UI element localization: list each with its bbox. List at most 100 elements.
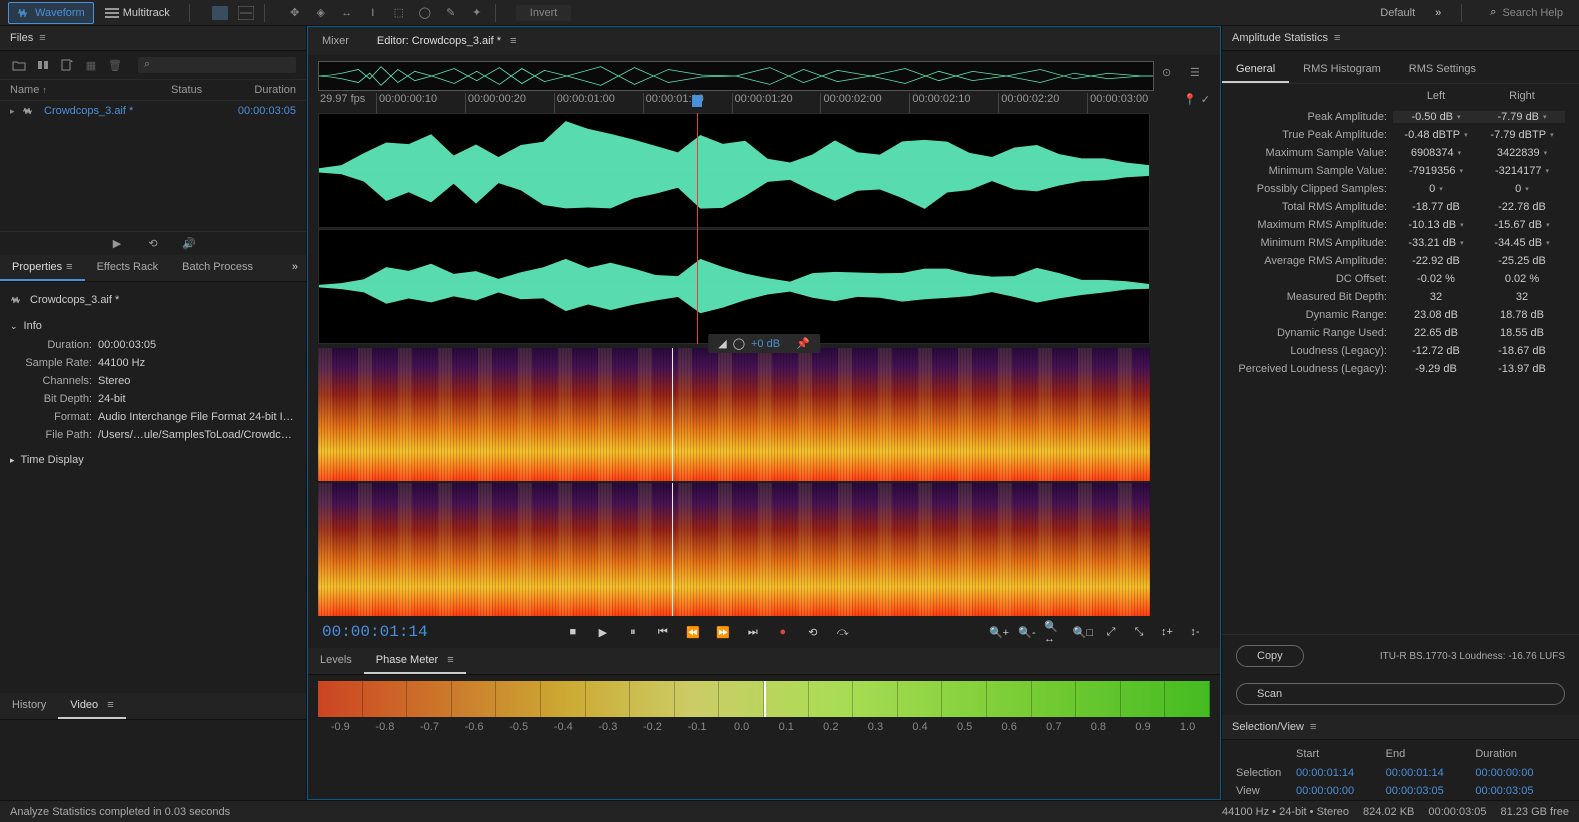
tab-video[interactable]: Video ≡ — [58, 693, 125, 719]
spectrogram-area[interactable]: Hz 5k 1k 500 100 Hz 5k 1k 500 100 — [318, 348, 1210, 616]
view-duration[interactable]: 00:00:03:05 — [1475, 785, 1565, 797]
tab-levels[interactable]: Levels — [308, 648, 364, 674]
dropdown-icon[interactable]: ▾ — [1546, 239, 1550, 247]
waveform-area[interactable]: dB -3 -6 -3 dB L dB -3 -6 -3 d — [318, 113, 1210, 344]
dropdown-icon[interactable]: ▾ — [1459, 167, 1463, 175]
zoom-out-amp-icon[interactable]: ↕- — [1184, 621, 1206, 643]
amp-value-right[interactable]: 0▾ — [1479, 183, 1565, 195]
panel-menu-icon[interactable]: ≡ — [510, 35, 516, 47]
view-end[interactable]: 00:00:03:05 — [1386, 785, 1476, 797]
amp-value-right[interactable]: -7.79 dB▾ — [1479, 111, 1565, 123]
knob-icon[interactable]: ◯ — [733, 337, 745, 350]
goto-end-button[interactable]: ⏭ — [742, 621, 764, 643]
play-preview-icon[interactable]: ▶ — [108, 236, 126, 252]
zoom-out-time-icon[interactable]: ⤡ — [1128, 621, 1150, 643]
selection-start[interactable]: 00:00:01:14 — [1296, 767, 1386, 779]
info-header[interactable]: ⌄Info — [10, 316, 296, 336]
new-multitrack-icon[interactable]: ▦ — [82, 57, 100, 73]
waveform-channel-left[interactable]: dB -3 -6 -3 dB L — [318, 113, 1150, 228]
spectral-pitch-icon[interactable] — [236, 3, 256, 23]
pause-button[interactable]: ⏸ — [622, 621, 644, 643]
move-tool-icon[interactable]: ✥ — [285, 3, 305, 23]
delete-icon[interactable]: 🗑 — [106, 57, 124, 73]
dropdown-icon[interactable]: ▾ — [1545, 167, 1549, 175]
invert-button[interactable]: Invert — [516, 5, 572, 21]
amp-value-right[interactable]: 18.78 dB — [1479, 309, 1565, 321]
tab-effects-rack[interactable]: Effects Rack — [85, 255, 171, 281]
forward-button[interactable]: ⏩ — [712, 621, 734, 643]
amp-value-right[interactable]: -13.97 dB — [1479, 363, 1565, 375]
amp-value-right[interactable]: 32 — [1479, 291, 1565, 303]
dropdown-icon[interactable]: ▾ — [1458, 149, 1462, 157]
selection-end[interactable]: 00:00:01:14 — [1386, 767, 1476, 779]
tab-mixer[interactable]: Mixer — [308, 31, 363, 51]
amp-value-left[interactable]: -10.13 dB▾ — [1393, 219, 1479, 231]
expand-icon[interactable]: ▸ — [10, 106, 22, 117]
stop-button[interactable]: ■ — [562, 621, 584, 643]
tab-history[interactable]: History — [0, 693, 58, 719]
timecode-display[interactable]: 00:00:01:14 — [322, 623, 428, 641]
amp-value-left[interactable]: -12.72 dB — [1393, 345, 1479, 357]
loop-button[interactable]: ⟲ — [802, 621, 824, 643]
amp-value-right[interactable]: 0.02 % — [1479, 273, 1565, 285]
amp-value-left[interactable]: -22.92 dB — [1393, 255, 1479, 267]
amp-value-right[interactable]: 3422839▾ — [1479, 147, 1565, 159]
col-duration[interactable]: Duration — [221, 84, 296, 96]
waveform-channel-right[interactable]: dB -3 -6 -3 dB R — [318, 229, 1150, 344]
marquee-tool-icon[interactable]: ⬚ — [389, 3, 409, 23]
panel-menu-icon[interactable]: ≡ — [447, 654, 453, 666]
lasso-tool-icon[interactable]: ◯ — [415, 3, 435, 23]
dropdown-icon[interactable]: ▾ — [1544, 149, 1548, 157]
files-search[interactable]: ⌕ — [138, 57, 296, 73]
loop-icon[interactable]: ⟲ — [144, 236, 162, 252]
dropdown-icon[interactable]: ▾ — [1543, 113, 1547, 121]
dropdown-icon[interactable]: ▾ — [1439, 185, 1443, 193]
zoom-in-time-icon[interactable]: ⤢ — [1100, 621, 1122, 643]
spectral-freq-icon[interactable] — [210, 3, 230, 23]
file-row[interactable]: ▸ Crowdcops_3.aif * 00:00:03:05 — [0, 101, 306, 121]
spectrogram-channel-right[interactable]: Hz 5k 1k 500 100 — [318, 483, 1150, 616]
workspace-dropdown[interactable]: Default — [1372, 4, 1423, 22]
tab-editor[interactable]: Editor: Crowdcops_3.aif * ≡ — [363, 31, 531, 51]
amp-value-left[interactable]: -9.29 dB — [1393, 363, 1479, 375]
workspace-overflow-icon[interactable]: » — [1435, 7, 1441, 19]
amp-value-left[interactable]: 22.65 dB — [1393, 327, 1479, 339]
tab-general[interactable]: General — [1222, 57, 1289, 83]
timeline-header[interactable]: 29.97 fps 00:00:00:1000:00:00:2000:00:01… — [318, 93, 1210, 113]
pin-icon[interactable]: 📌 — [796, 337, 810, 350]
open-file-icon[interactable] — [10, 57, 28, 73]
rewind-button[interactable]: ⏪ — [682, 621, 704, 643]
copy-button[interactable]: Copy — [1236, 645, 1304, 667]
amp-value-right[interactable]: -34.45 dB▾ — [1479, 237, 1565, 249]
amp-value-right[interactable]: -18.67 dB — [1479, 345, 1565, 357]
new-file-icon[interactable] — [58, 57, 76, 73]
amp-value-right[interactable]: -7.79 dBTP▾ — [1479, 129, 1565, 141]
multitrack-mode-button[interactable]: Multitrack — [96, 2, 179, 24]
col-status[interactable]: Status — [171, 84, 221, 96]
search-help[interactable]: ⌕ Search Help — [1482, 3, 1571, 22]
scan-button[interactable]: Scan — [1236, 683, 1565, 705]
play-button[interactable]: ▶ — [592, 621, 614, 643]
zoom-in-icon[interactable]: 🔍+ — [988, 621, 1010, 643]
panel-menu-icon[interactable]: ≡ — [107, 699, 113, 711]
view-start[interactable]: 00:00:00:00 — [1296, 785, 1386, 797]
amp-value-left[interactable]: -33.21 dB▾ — [1393, 237, 1479, 249]
amp-value-left[interactable]: -0.02 % — [1393, 273, 1479, 285]
amp-value-left[interactable]: -7919356▾ — [1393, 165, 1479, 177]
pin-icon[interactable]: 📍 — [1183, 93, 1197, 113]
amp-value-right[interactable]: -25.25 dB — [1479, 255, 1565, 267]
amp-value-left[interactable]: 32 — [1393, 291, 1479, 303]
amp-value-left[interactable]: 6908374▾ — [1393, 147, 1479, 159]
selection-duration[interactable]: 00:00:00:00 — [1475, 767, 1565, 779]
record-button[interactable]: ● — [772, 621, 794, 643]
slip-tool-icon[interactable]: ↔ — [337, 3, 357, 23]
brush-tool-icon[interactable]: ✎ — [441, 3, 461, 23]
dropdown-icon[interactable]: ▾ — [1460, 221, 1464, 229]
tab-phase-meter[interactable]: Phase Meter ≡ — [364, 648, 466, 674]
tab-rms-settings[interactable]: RMS Settings — [1395, 57, 1490, 83]
time-select-icon[interactable]: I — [363, 3, 383, 23]
amp-value-right[interactable]: -3214177▾ — [1479, 165, 1565, 177]
amp-value-left[interactable]: -18.77 dB — [1393, 201, 1479, 213]
dropdown-icon[interactable]: ▾ — [1464, 131, 1468, 139]
tab-rms-histogram[interactable]: RMS Histogram — [1289, 57, 1395, 83]
